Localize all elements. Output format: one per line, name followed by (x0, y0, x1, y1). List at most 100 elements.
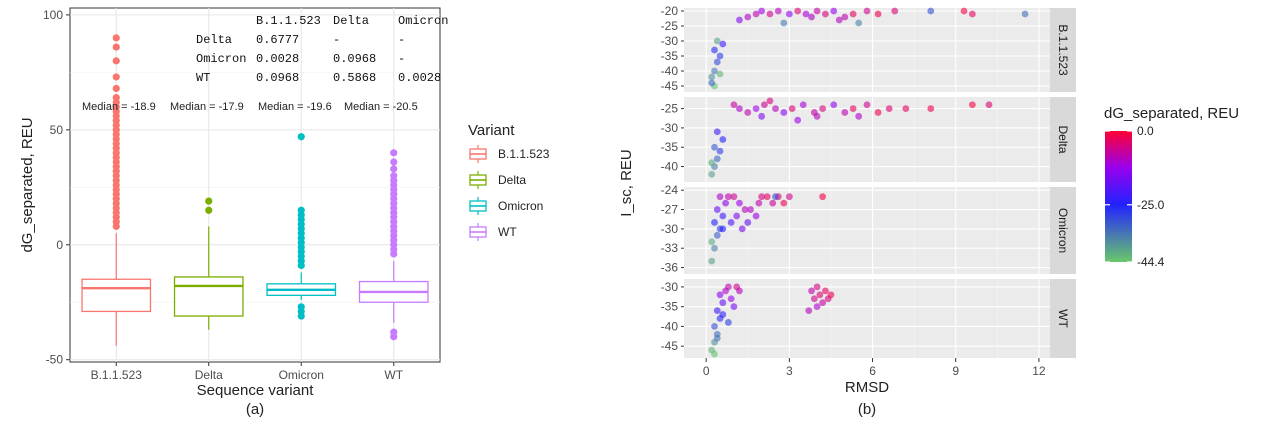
scatter-point (766, 10, 774, 18)
scatter-point (713, 58, 721, 66)
scatter-point (736, 16, 743, 24)
outlier-point (112, 57, 120, 65)
outlier-point (112, 84, 120, 93)
scatter-point (719, 136, 727, 143)
pvalue-cell: 0.6777 (256, 33, 299, 47)
scatter-point (827, 291, 835, 299)
x-tick-label-a: B.1.1.523 (91, 368, 143, 382)
box-Delta (173, 276, 244, 317)
box-B.1.1.523 (81, 278, 152, 313)
outlier-point (297, 261, 305, 270)
scatter-point (713, 155, 721, 163)
scatter-point (730, 193, 738, 201)
facet-strip-label: WT (1056, 309, 1070, 328)
scatter-point (708, 238, 716, 246)
facet-strip-label: Omicron (1056, 208, 1070, 253)
scatter-point (788, 105, 796, 112)
facet-panel-bg (684, 279, 1050, 358)
scatter-point (849, 105, 857, 112)
x-axis-title-b: RMSD (845, 379, 889, 396)
outlier-point (205, 206, 213, 214)
scatter-point (794, 7, 802, 15)
scatter-point (927, 105, 935, 112)
scatter-point (708, 79, 716, 87)
outlier-point (112, 73, 120, 81)
scatter-point (724, 319, 732, 326)
scatter-point (722, 199, 729, 207)
y-tick-label-a: 100 (43, 8, 63, 22)
scatter-point (794, 116, 802, 124)
pvalue-cell: WT (196, 71, 210, 85)
scatter-point (780, 109, 788, 116)
y-tick-label-a: -50 (46, 353, 64, 367)
outlier-point (390, 250, 398, 258)
pvalue-header: Omicron (398, 14, 448, 28)
outlier-point (297, 133, 305, 141)
y-tick-label-b: -45 (661, 339, 679, 353)
scatter-point (730, 101, 738, 109)
y-tick-label-b: -30 (661, 222, 679, 236)
y-tick-label-b: -40 (661, 319, 679, 333)
outlier-point (390, 149, 398, 157)
scatter-point (711, 244, 718, 252)
scatter-point (805, 307, 813, 314)
facet-strip-label: B.1.1.523 (1056, 24, 1070, 76)
scatter-point (830, 7, 838, 15)
colorbar-legend: dG_separated, REU 0.0 -25.0 -44.4 (1104, 105, 1239, 269)
scatter-point (724, 283, 732, 291)
scatter-point (755, 199, 763, 207)
x-tick-label-b: 6 (869, 364, 876, 378)
scatter-point (733, 283, 741, 291)
scatter-point (885, 105, 893, 112)
outlier-point (112, 222, 120, 230)
scatter-point (708, 170, 716, 178)
scatter-point (758, 7, 766, 15)
scatter-point (822, 10, 829, 18)
scatter-point (774, 7, 782, 15)
scatter-point (711, 46, 718, 54)
x-tick-label-a: WT (384, 368, 403, 382)
legend-title: Variant (468, 122, 515, 139)
y-tick-label-b: -35 (661, 300, 679, 314)
y-tick-label-a: 50 (50, 123, 64, 137)
scatter-point (736, 105, 743, 112)
scatter-point (719, 225, 727, 233)
scatter-point (727, 295, 735, 303)
median-label: Median = -17.9 (170, 101, 244, 113)
outlier-point (297, 312, 305, 320)
scatter-point (874, 109, 882, 116)
scatter-point (808, 287, 815, 295)
scatter-point (985, 101, 993, 109)
scatter-point (855, 112, 863, 120)
outlier-point (112, 34, 120, 42)
scatter-point (766, 97, 774, 105)
outlier-point (112, 43, 120, 51)
scatter-point (724, 193, 732, 201)
median-label: Median = -20.5 (344, 101, 418, 113)
x-tick-label-a: Omicron (279, 368, 324, 382)
legend-label: B.1.1.523 (498, 147, 550, 161)
y-tick-label-b: -30 (661, 121, 679, 135)
outlier-point (390, 333, 398, 341)
scatter-point (719, 212, 727, 220)
scatter-point (763, 193, 771, 201)
facet-strip (1050, 97, 1076, 182)
outlier-point (390, 165, 398, 173)
y-tick-label-b: -35 (661, 140, 679, 154)
variant-legend: Variant B.1.1.523 Delta Omicron WT (468, 122, 550, 241)
scatter-point (816, 291, 824, 299)
scatter-point (968, 101, 976, 109)
scatter-point (1021, 10, 1029, 18)
colorbar-title: dG_separated, REU (1104, 105, 1239, 122)
y-tick-label-b: -20 (661, 4, 679, 18)
scatter-point (741, 206, 749, 213)
scatter-point (719, 311, 727, 318)
scatter-point (713, 307, 721, 314)
y-tick-label-b: -25 (661, 102, 679, 116)
scatter-point (802, 10, 810, 18)
colorbar-gradient (1105, 131, 1132, 262)
y-tick-label-b: -33 (661, 241, 679, 255)
facet-strip (1050, 279, 1076, 358)
pvalue-header: Delta (333, 14, 369, 28)
scatter-point (752, 105, 760, 112)
